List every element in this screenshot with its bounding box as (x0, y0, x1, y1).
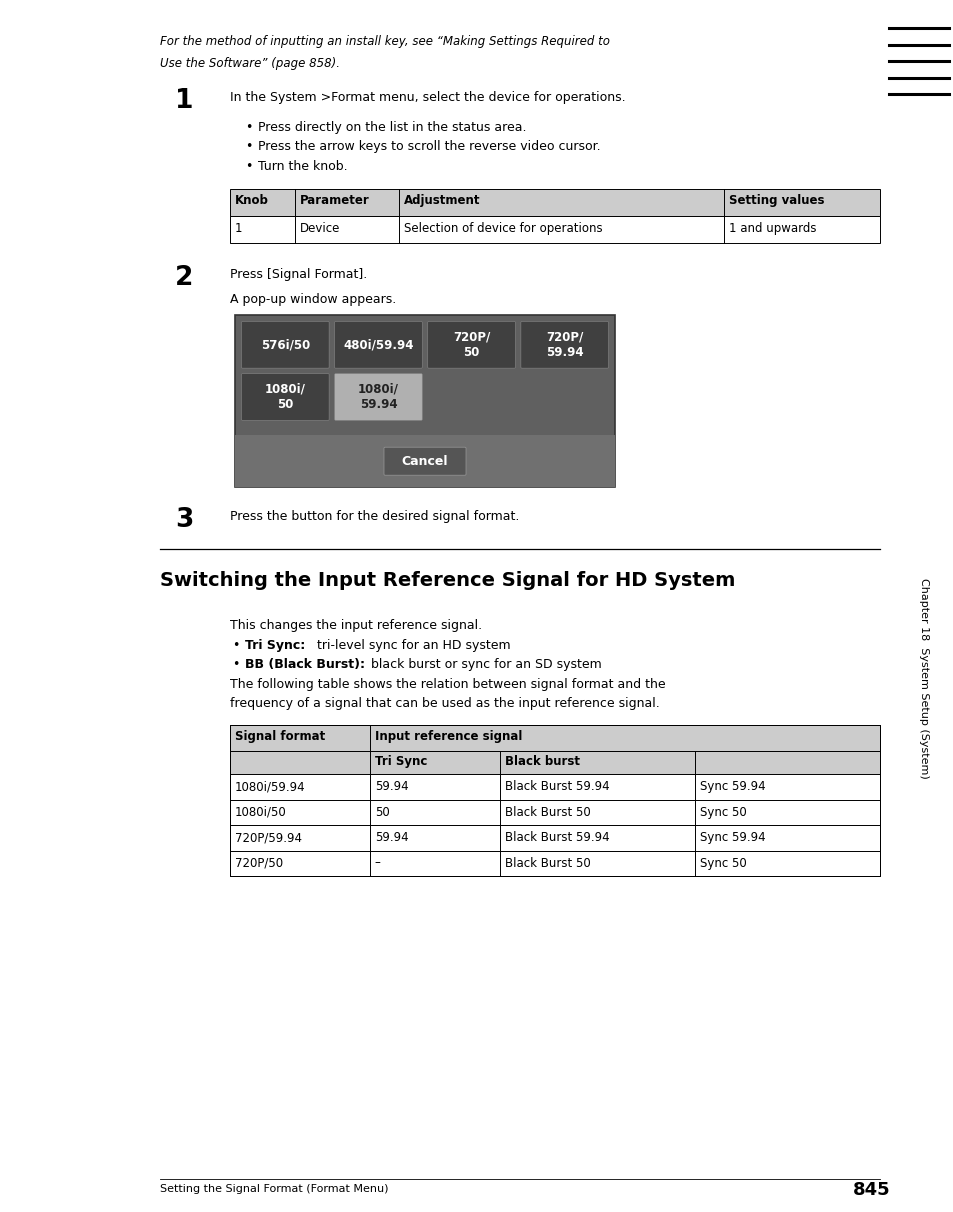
Text: Input reference signal: Input reference signal (375, 730, 521, 743)
Bar (230, 825, 879, 851)
Text: 59.94: 59.94 (375, 781, 408, 793)
Text: 1080i/
50: 1080i/ 50 (265, 383, 305, 411)
Text: 1 and upwards: 1 and upwards (728, 222, 816, 235)
FancyBboxPatch shape (241, 373, 329, 421)
Text: 1: 1 (234, 222, 242, 235)
Text: Adjustment: Adjustment (403, 194, 480, 207)
Text: •: • (232, 658, 239, 671)
Text: black burst or sync for an SD system: black burst or sync for an SD system (367, 658, 601, 671)
Text: Sync 50: Sync 50 (699, 806, 745, 818)
Bar (230, 800, 879, 825)
Text: Selection of device for operations: Selection of device for operations (403, 222, 602, 235)
Text: Press the arrow keys to scroll the reverse video cursor.: Press the arrow keys to scroll the rever… (257, 141, 600, 153)
Text: Knob: Knob (234, 194, 269, 207)
Text: Setting the Signal Format (Format Menu): Setting the Signal Format (Format Menu) (160, 1184, 388, 1194)
Text: •: • (245, 160, 253, 172)
FancyBboxPatch shape (427, 321, 515, 368)
Text: For the method of inputting an install key, see “Making Settings Required to: For the method of inputting an install k… (160, 35, 609, 48)
Text: 720P/59.94: 720P/59.94 (234, 831, 302, 844)
Text: In the System >Format menu, select the device for operations.: In the System >Format menu, select the d… (230, 91, 625, 104)
Text: Use the Software” (page 858).: Use the Software” (page 858). (160, 57, 339, 69)
Text: Black burst: Black burst (504, 755, 579, 767)
Text: Black Burst 59.94: Black Burst 59.94 (504, 831, 609, 844)
Text: The following table shows the relation between signal format and the: The following table shows the relation b… (230, 678, 665, 691)
Text: Setting values: Setting values (728, 194, 823, 207)
Text: •: • (245, 141, 253, 153)
FancyBboxPatch shape (241, 321, 329, 368)
Text: 845: 845 (851, 1180, 889, 1199)
Text: •: • (245, 120, 253, 133)
Text: This changes the input reference signal.: This changes the input reference signal. (230, 619, 481, 631)
Text: 720P/50: 720P/50 (234, 857, 283, 869)
Text: Black Burst 50: Black Burst 50 (504, 857, 590, 869)
Text: 1080i/59.94: 1080i/59.94 (234, 781, 305, 793)
Text: 3: 3 (174, 507, 193, 533)
Bar (234, 435, 615, 487)
Text: 720P/
50: 720P/ 50 (453, 331, 490, 359)
Text: Turn the knob.: Turn the knob. (257, 160, 347, 172)
Bar (230, 725, 879, 876)
Text: Signal format: Signal format (234, 730, 325, 743)
Bar (230, 189, 879, 216)
Text: A pop-up window appears.: A pop-up window appears. (230, 293, 395, 305)
Text: 720P/
59.94: 720P/ 59.94 (545, 331, 583, 359)
Text: 50: 50 (375, 806, 389, 818)
Text: 1080i/
59.94: 1080i/ 59.94 (357, 383, 398, 411)
Text: tri-level sync for an HD system: tri-level sync for an HD system (313, 639, 510, 652)
FancyBboxPatch shape (384, 447, 465, 475)
Text: 1: 1 (174, 88, 193, 114)
Text: Sync 50: Sync 50 (699, 857, 745, 869)
Bar (230, 216, 879, 242)
Text: 480i/59.94: 480i/59.94 (343, 338, 414, 351)
Text: Press [Signal Format].: Press [Signal Format]. (230, 268, 367, 281)
Text: Switching the Input Reference Signal for HD System: Switching the Input Reference Signal for… (160, 571, 735, 590)
Text: Black Burst 50: Black Burst 50 (504, 806, 590, 818)
FancyBboxPatch shape (335, 321, 422, 368)
Bar (230, 851, 879, 876)
Text: Tri Sync: Tri Sync (375, 755, 427, 767)
Text: Press the button for the desired signal format.: Press the button for the desired signal … (230, 510, 518, 524)
FancyBboxPatch shape (520, 321, 608, 368)
Bar (230, 725, 879, 750)
Text: •: • (232, 639, 239, 652)
Text: 1080i/50: 1080i/50 (234, 806, 287, 818)
Text: frequency of a signal that can be used as the input reference signal.: frequency of a signal that can be used a… (230, 697, 659, 710)
Bar (234, 315, 615, 487)
FancyBboxPatch shape (335, 373, 422, 421)
Text: 2: 2 (174, 265, 193, 291)
Text: Sync 59.94: Sync 59.94 (699, 781, 764, 793)
Text: 576i/50: 576i/50 (260, 338, 310, 351)
Text: Black Burst 59.94: Black Burst 59.94 (504, 781, 609, 793)
Text: Cancel: Cancel (401, 454, 448, 468)
Text: Tri Sync:: Tri Sync: (245, 639, 305, 652)
Text: BB (Black Burst):: BB (Black Burst): (245, 658, 365, 671)
Text: Press directly on the list in the status area.: Press directly on the list in the status… (257, 120, 526, 133)
Bar (230, 774, 879, 800)
Bar (230, 750, 879, 774)
Text: Chapter 18  System Setup (System): Chapter 18 System Setup (System) (918, 578, 928, 779)
Text: –: – (375, 857, 380, 869)
Text: 59.94: 59.94 (375, 831, 408, 844)
Text: Parameter: Parameter (299, 194, 370, 207)
Text: Sync 59.94: Sync 59.94 (699, 831, 764, 844)
Text: Device: Device (299, 222, 340, 235)
